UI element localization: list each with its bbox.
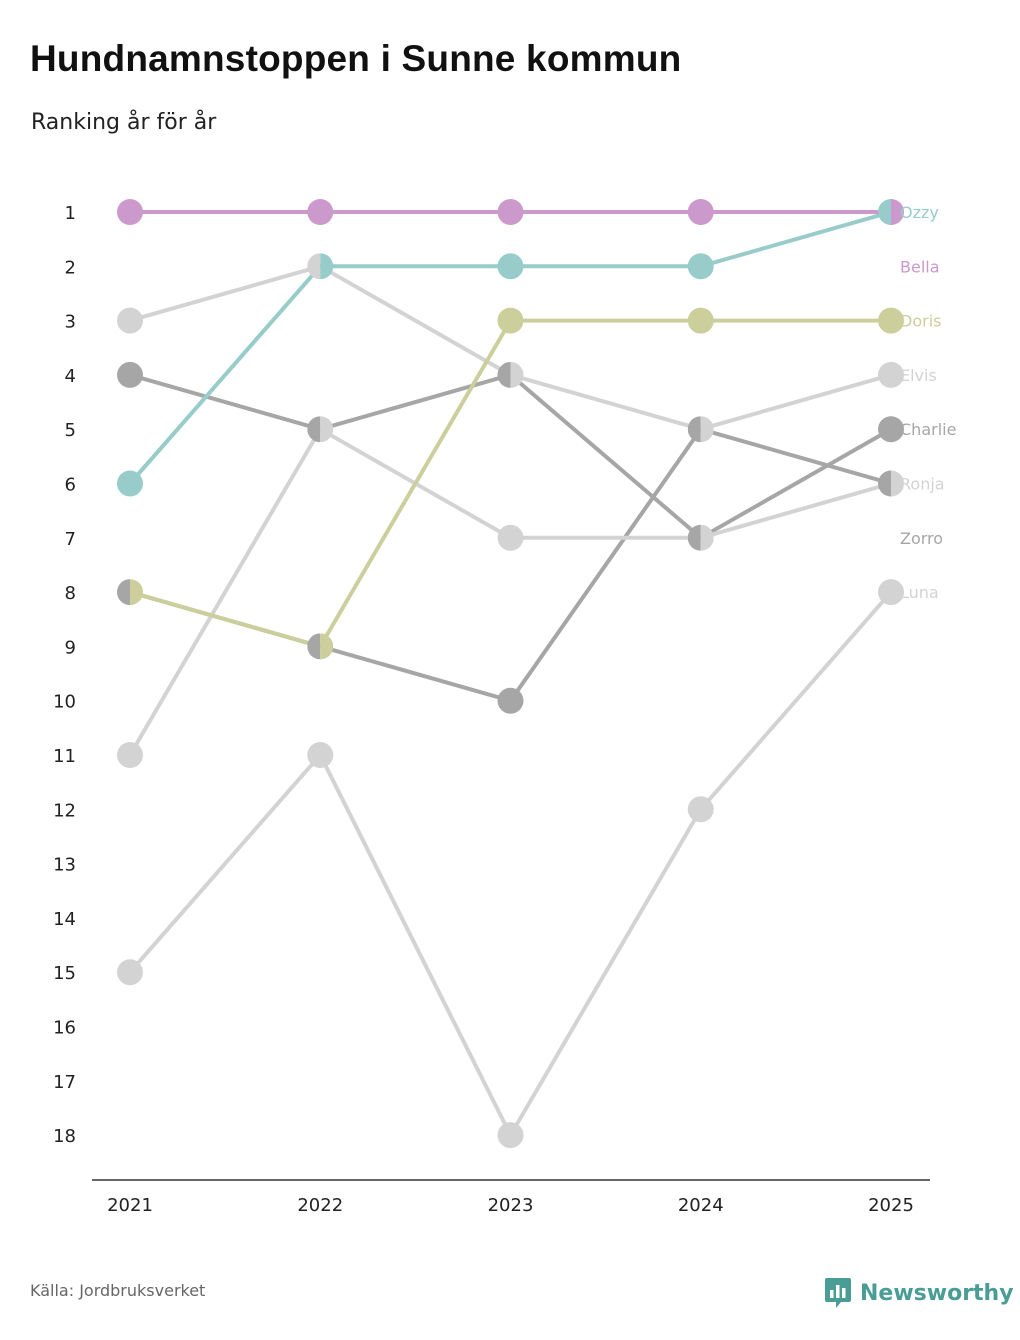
series-line-ozzy [128,210,893,486]
data-point-doris[interactable]: Doris 2022: 9 [307,633,334,660]
y-tick-label: 11 [53,746,76,767]
series-line-zorro [128,372,893,540]
data-point-charlie[interactable]: Charlie 2024: 5 [687,416,714,443]
data-point-ozzy[interactable]: Ozzy 2022: 2 [307,253,334,280]
series-label-luna: Luna [900,583,939,602]
data-point-ozzy[interactable]: Ozzy 2023: 2 [497,253,524,280]
y-tick-label: 5 [65,420,76,441]
brand-logo[interactable]: Newsworthy [824,1276,1014,1310]
data-point-doris[interactable]: Doris 2024: 3 [687,307,714,334]
data-point-luna[interactable]: Luna 2025: 8 [878,579,904,606]
y-tick-label: 8 [65,583,76,604]
series-label-doris: Doris [900,312,941,331]
y-tick-label: 3 [65,312,76,333]
data-point-elvis[interactable]: Elvis 2022: 2 [307,253,333,280]
data-point-ozzy[interactable]: Ozzy 2025: 1 [878,199,904,225]
series-label-bella: Bella [900,257,940,276]
y-tick-label: 4 [65,366,76,387]
y-tick-label: 12 [53,800,76,821]
y-tick-label: 7 [65,529,76,550]
data-point-luna[interactable]: Luna 2022: 11 [307,742,334,768]
data-point-ronja[interactable]: Ronja 2023: 7 [497,524,524,551]
data-point-ronja[interactable]: Ronja 2021: 11 [117,742,143,768]
data-point-charlie[interactable]: Charlie 2021: 8 [117,579,143,606]
x-axis: 2021 2022 2023 2024 2025 [92,1179,930,1216]
y-tick-label: 14 [53,909,76,930]
series-points: Zorro 2021: 4 Zorro 2022: 5Ronja 2022: 5 Z… [117,199,904,1149]
x-tick-label: 2023 [488,1195,534,1216]
series-lines [128,210,893,1138]
data-point-doris[interactable]: Doris 2021: 8 [117,579,143,606]
data-point-ronja[interactable]: Ronja 2025: 6 [878,470,904,497]
data-point-bella[interactable]: Bella 2024: 1 [687,199,714,225]
data-point-bella[interactable]: Bella 2021: 1 [117,199,143,225]
series-line-elvis [128,264,893,432]
y-tick-label: 1 [65,203,76,224]
data-point-elvis[interactable]: Elvis 2024: 5 [688,416,714,443]
y-tick-label: 6 [65,475,76,496]
data-point-luna[interactable]: Luna 2021: 15 [117,959,143,986]
data-point-elvis[interactable]: Elvis 2025: 4 [878,361,904,388]
series-line-charlie [128,427,893,703]
data-point-zorro[interactable]: Zorro 2024: 7 [687,524,714,551]
data-point-zorro[interactable]: Zorro 2025: 5 [878,416,904,443]
source-note: Källa: Jordbruksverket [30,1281,206,1300]
x-tick-label: 2025 [868,1195,914,1216]
series-line-luna [128,590,893,1138]
y-tick-label: 18 [53,1126,76,1147]
data-point-zorro[interactable]: Zorro 2021: 4 [117,361,143,388]
y-tick-label: 16 [53,1018,76,1039]
data-point-charlie[interactable]: Charlie 2022: 9 [307,633,333,660]
y-tick-label: 10 [53,692,76,713]
y-tick-label: 15 [53,963,76,984]
data-point-elvis[interactable]: Elvis 2023: 4 [498,361,524,388]
data-point-luna[interactable]: Luna 2023: 18 [497,1122,524,1149]
x-tick-label: 2024 [678,1195,724,1216]
data-point-luna[interactable]: Luna 2024: 12 [687,796,714,823]
data-point-doris[interactable]: Doris 2025: 3 [878,307,904,334]
data-point-ozzy[interactable]: Ozzy 2021: 6 [117,470,143,497]
data-point-bella[interactable]: Bella 2025: 1 [878,199,904,225]
data-point-zorro[interactable]: Zorro 2023: 4 [497,361,524,388]
x-tick-label: 2021 [107,1195,153,1216]
newsworthy-logo-icon [825,1278,851,1308]
y-tick-label: 17 [53,1072,76,1093]
series-label-ozzy: Ozzy [900,203,939,222]
y-tick-label: 13 [53,855,76,876]
data-point-ozzy[interactable]: Ozzy 2024: 2 [687,253,714,280]
data-point-elvis[interactable]: Elvis 2021: 3 [117,307,143,334]
x-tick-label: 2022 [297,1195,343,1216]
y-tick-label: 9 [65,637,76,658]
data-point-charlie[interactable]: Charlie 2023: 10 [497,687,524,714]
data-point-ronja[interactable]: Ronja 2022: 5 [307,416,334,443]
series-end-labels: Ozzy Bella Doris Elvis Charlie Ronja Zorro Luna [900,203,956,602]
data-point-ronja[interactable]: Ronja 2024: 7 [688,524,714,551]
brand-name: Newsworthy [860,1280,1014,1306]
chart-title: Hundnamnstoppen i Sunne kommun [30,38,682,79]
series-label-zorro: Zorro [900,529,943,548]
series-label-elvis: Elvis [900,366,937,385]
series-label-ronja: Ronja [900,475,945,494]
y-tick-label: 2 [65,257,76,278]
data-point-zorro[interactable]: Zorro 2022: 5 [307,416,333,443]
data-point-bella[interactable]: Bella 2023: 1 [497,199,524,225]
data-point-bella[interactable]: Bella 2022: 1 [307,199,334,225]
data-point-doris[interactable]: Doris 2023: 3 [497,307,524,334]
series-label-charlie: Charlie [900,420,956,439]
data-point-charlie[interactable]: Charlie 2025: 6 [878,470,904,497]
chart-subtitle: Ranking år för år [31,110,217,135]
